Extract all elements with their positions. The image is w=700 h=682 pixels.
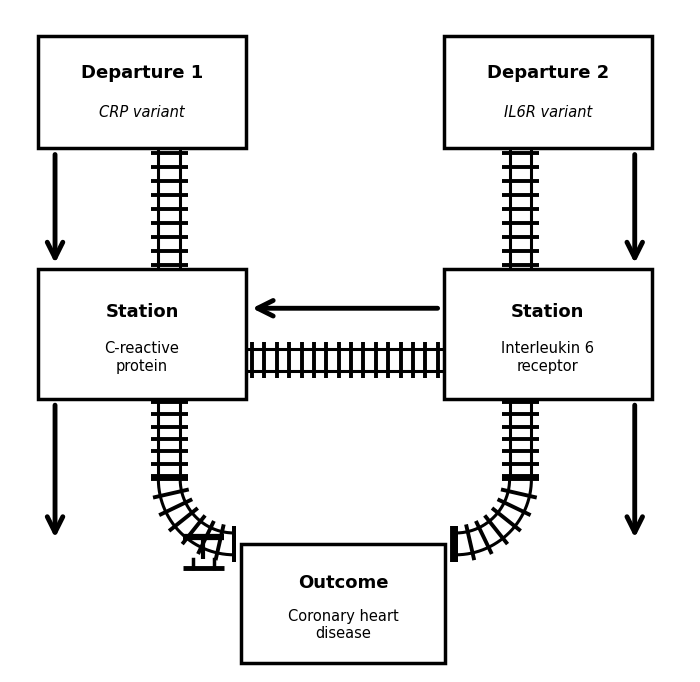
Text: CRP variant: CRP variant (99, 105, 185, 120)
Text: Departure 2: Departure 2 (486, 64, 609, 82)
Text: Station: Station (105, 303, 178, 321)
Text: Coronary heart
disease: Coronary heart disease (288, 609, 398, 641)
FancyBboxPatch shape (241, 544, 445, 663)
FancyBboxPatch shape (444, 35, 652, 149)
Text: Departure 1: Departure 1 (81, 64, 203, 82)
Text: Station: Station (511, 303, 584, 321)
FancyBboxPatch shape (38, 35, 246, 149)
Text: Interleukin 6
receptor: Interleukin 6 receptor (501, 341, 594, 374)
Text: Outcome: Outcome (298, 574, 388, 592)
Text: IL6R variant: IL6R variant (504, 105, 592, 120)
FancyBboxPatch shape (38, 269, 246, 399)
FancyBboxPatch shape (444, 269, 652, 399)
Text: C-reactive
protein: C-reactive protein (104, 341, 179, 374)
